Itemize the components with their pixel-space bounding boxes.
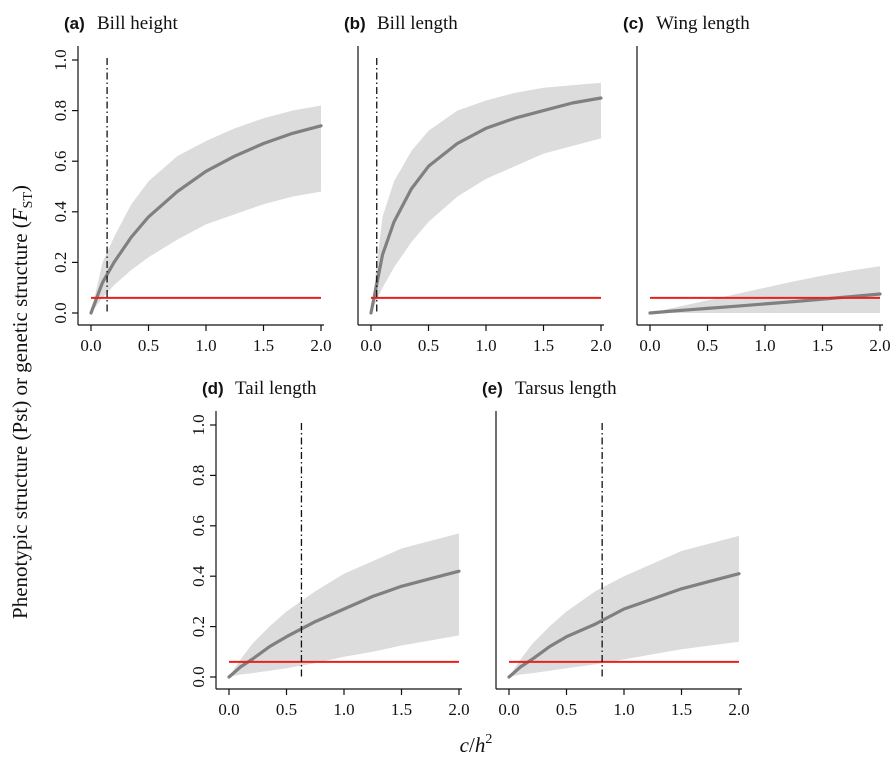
panel-b-x-tick-label: 0.5 — [418, 336, 439, 355]
panel-a-y-tick-label: 0.8 — [51, 100, 70, 121]
panel-b-x-tick-label: 2.0 — [590, 336, 611, 355]
panel-e-x-tick-label: 2.0 — [728, 700, 749, 719]
panel-e: 0.0 0.5 1.0 1.5 2.0 (e) Tarsus length — [482, 378, 750, 719]
panel-d-x-tick-label: 2.0 — [448, 700, 469, 719]
panel-a-x-tick-label: 2.0 — [310, 336, 331, 355]
panel-b-pst-curve — [369, 96, 603, 315]
panel-e-confidence-band — [509, 535, 739, 677]
panel-d: 0.0 0.5 1.0 1.5 2.0 0.0 0.2 0.4 0.6 0.8 1.0 (d) Tail… — [189, 378, 470, 719]
panel-b-title: Bill length — [377, 13, 458, 34]
panel-c-x-tick-label: 2.0 — [869, 336, 890, 355]
panel-a-title: Bill height — [97, 13, 178, 34]
y-axis-title-close: ) — [8, 185, 32, 192]
panels-layer: 0.0 0.5 1.0 1.5 2.0 0.0 0.2 0.4 0.6 0.8 1.0 (a) Bill… — [51, 13, 891, 719]
x-axis-title-sup: 2 — [485, 732, 492, 747]
panel-a-x-tick-label: 0.5 — [138, 336, 159, 355]
panel-d-y-tick-label: 0.2 — [189, 616, 208, 637]
panel-c-title: Wing length — [656, 13, 750, 34]
panel-d-x-tick-label: 1.0 — [333, 700, 354, 719]
panel-c-x-tick-label: 1.0 — [754, 336, 775, 355]
panel-a-confidence-band — [91, 105, 321, 313]
y-axis-title-main: Phenotypic structure (Pst) or genetic st… — [8, 221, 32, 619]
panel-b: 0.0 0.5 1.0 1.5 2.0 (b) Bill length — [344, 13, 612, 355]
panel-e-title: Tarsus length — [515, 378, 617, 399]
panel-b-x-tick-label: 1.0 — [475, 336, 496, 355]
panel-d-y-tick-label: 1.0 — [189, 414, 208, 435]
panel-a: 0.0 0.5 1.0 1.5 2.0 0.0 0.2 0.4 0.6 0.8 1.0 (a) Bill… — [51, 13, 332, 355]
y-axis-title-fst-symbol: F — [8, 208, 32, 222]
panel-a-letter: (a) — [64, 14, 85, 33]
panel-d-y-tick-label: 0.0 — [189, 666, 208, 687]
panel-a-x-tick-label: 1.5 — [253, 336, 274, 355]
panel-d-letter: (d) — [202, 379, 224, 398]
panel-a-pst-curve — [89, 124, 323, 315]
panel-a-y-tick-label: 0.4 — [51, 201, 70, 223]
x-axis-title: c/h2 — [460, 732, 493, 757]
panel-a-x-tick-label: 0.0 — [80, 336, 101, 355]
panel-e-letter: (e) — [482, 379, 503, 398]
x-axis-title-h: h — [475, 733, 486, 757]
panel-d-confidence-band — [229, 533, 459, 677]
panel-a-x-tick-label: 1.0 — [195, 336, 216, 355]
panel-e-x-tick-label: 1.5 — [671, 700, 692, 719]
panel-d-x-tick-label: 0.0 — [218, 700, 239, 719]
panel-e-x-tick-label: 0.5 — [556, 700, 577, 719]
panel-d-y-tick-label: 0.8 — [189, 465, 208, 486]
panel-c-confidence-band — [650, 266, 880, 313]
y-axis-title-fst-subscript: ST — [21, 192, 36, 209]
panel-d-x-tick-label: 0.5 — [276, 700, 297, 719]
panel-d-y-tick-label: 0.4 — [189, 565, 208, 587]
panel-e-x-tick-label: 1.0 — [613, 700, 634, 719]
panel-c: 0.0 0.5 1.0 1.5 2.0 (c) Wing length — [623, 13, 891, 355]
panel-b-letter: (b) — [344, 14, 366, 33]
panel-b-x-tick-label: 1.5 — [533, 336, 554, 355]
panel-c-x-tick-label: 1.5 — [812, 336, 833, 355]
panel-c-x-tick-label: 0.5 — [697, 336, 718, 355]
panel-a-y-tick-label: 0.2 — [51, 252, 70, 273]
panel-c-x-tick-label: 0.0 — [639, 336, 660, 355]
y-axis-title: Phenotypic structure (Pst) or genetic st… — [8, 185, 36, 619]
panel-a-y-tick-label: 0.6 — [51, 151, 70, 172]
panel-c-letter: (c) — [623, 14, 644, 33]
panel-d-y-tick-label: 0.6 — [189, 515, 208, 536]
panel-a-y-tick-label: 1.0 — [51, 49, 70, 70]
panel-b-confidence-band — [371, 82, 601, 313]
panel-b-x-tick-label: 0.0 — [360, 336, 381, 355]
x-axis-title-slash: / — [469, 733, 475, 757]
panel-d-x-tick-label: 1.5 — [391, 700, 412, 719]
panel-d-title: Tail length — [235, 378, 317, 399]
panel-e-x-tick-label: 0.0 — [498, 700, 519, 719]
x-axis-title-c: c — [460, 733, 470, 757]
panel-a-y-tick-label: 0.0 — [51, 302, 70, 323]
